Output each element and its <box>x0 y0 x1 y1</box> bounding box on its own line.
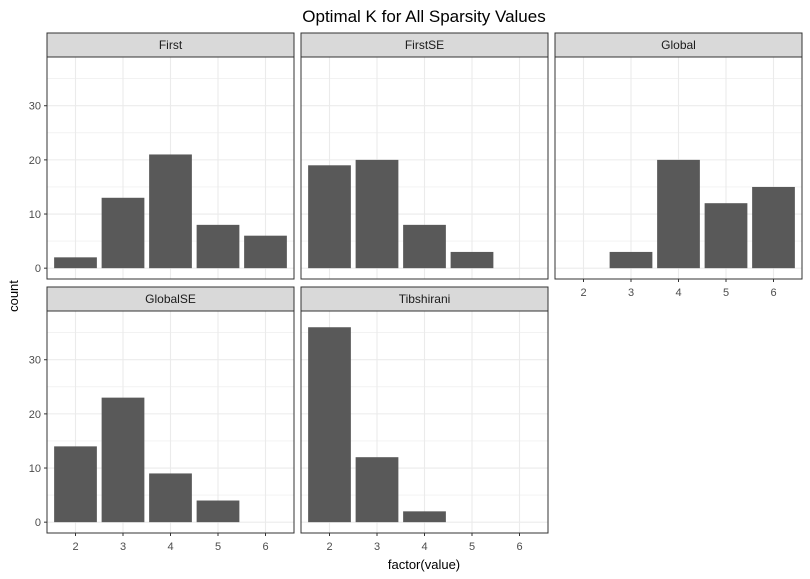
bar <box>355 457 399 523</box>
bar <box>149 473 192 523</box>
bar <box>196 500 240 523</box>
facet-strip-label: Global <box>661 38 696 52</box>
x-tick-label: 6 <box>516 541 522 553</box>
facet-strip-label: GlobalSE <box>145 292 196 306</box>
x-tick-label: 5 <box>723 287 729 299</box>
x-tick-label: 4 <box>421 541 427 553</box>
facet-strip-label: FirstSE <box>405 38 444 52</box>
facet-strip-label: First <box>159 38 183 52</box>
bar <box>355 159 399 269</box>
x-tick-label: 4 <box>167 541 173 553</box>
x-tick-label: 6 <box>770 287 776 299</box>
bar <box>752 186 795 269</box>
facet-strip <box>46 286 295 312</box>
facet-strip <box>46 32 295 58</box>
x-tick-label: 2 <box>326 541 332 553</box>
y-axis-title: count <box>6 280 21 312</box>
bar <box>101 197 145 269</box>
y-tick-label: 30 <box>29 101 41 113</box>
x-tick-label: 3 <box>374 541 380 553</box>
facet-panel-firstse: FirstSE <box>300 32 549 280</box>
y-tick-label: 30 <box>29 355 41 367</box>
x-tick-label: 3 <box>120 541 126 553</box>
facet-panel-first: First 0 10 20 30 <box>29 32 295 280</box>
facet-panels: First 0 10 20 30 FirstSE Global 2 3 4 5 6 GlobalSE 0 1… <box>29 32 803 553</box>
x-tick-label: 5 <box>215 541 221 553</box>
x-tick-label: 2 <box>72 541 78 553</box>
facet-panel-globalse: GlobalSE 0 10 20 30 2 3 4 5 6 <box>29 286 295 553</box>
bar <box>149 154 192 269</box>
chart-title: Optimal K for All Sparsity Values <box>302 7 545 26</box>
facet-panel-tibshirani: Tibshirani 2 3 4 5 6 <box>300 286 549 553</box>
x-tick-label: 2 <box>580 287 586 299</box>
y-tick-label: 10 <box>29 463 41 475</box>
bar <box>196 224 240 269</box>
y-tick-label: 0 <box>35 263 41 275</box>
bar <box>450 251 494 269</box>
bar <box>403 511 446 523</box>
facet-strip-label: Tibshirani <box>399 292 451 306</box>
bar <box>308 327 351 523</box>
bar <box>54 257 97 269</box>
facet-strip <box>554 32 803 58</box>
bar <box>244 235 287 269</box>
y-tick-label: 20 <box>29 409 41 421</box>
x-tick-label: 3 <box>628 287 634 299</box>
x-tick-label: 4 <box>675 287 681 299</box>
bar <box>704 203 748 269</box>
bar <box>54 446 97 523</box>
facet-strip <box>300 286 549 312</box>
y-tick-label: 20 <box>29 155 41 167</box>
y-tick-label: 10 <box>29 209 41 221</box>
x-tick-label: 5 <box>469 541 475 553</box>
x-axis-title: factor(value) <box>388 557 460 572</box>
bar <box>657 159 700 269</box>
x-tick-label: 6 <box>262 541 268 553</box>
bar <box>609 251 653 269</box>
y-tick-label: 0 <box>35 517 41 529</box>
bar <box>101 397 145 523</box>
facet-strip <box>300 32 549 58</box>
bar <box>403 224 446 269</box>
bar <box>308 165 351 269</box>
facet-panel-global: Global 2 3 4 5 6 <box>554 32 803 299</box>
